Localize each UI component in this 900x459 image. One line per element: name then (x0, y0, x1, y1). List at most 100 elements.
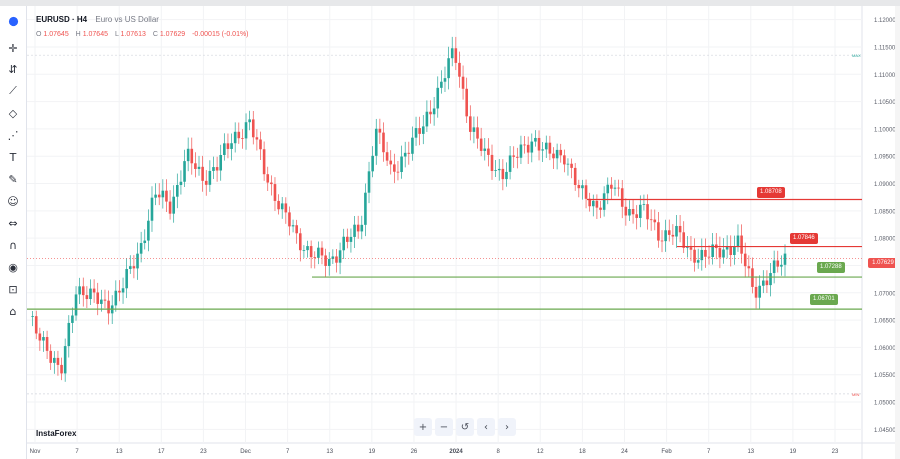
candle-body (584, 185, 588, 199)
ruler-icon[interactable]: ⇔ (8, 216, 18, 230)
candle-body (458, 62, 461, 77)
fib-icon[interactable]: ◇ (8, 106, 18, 120)
candle-body (63, 346, 67, 374)
candle-body (114, 290, 118, 306)
x-tick-label: 8 (496, 449, 500, 455)
candle-body (262, 149, 266, 175)
candle-body (367, 171, 371, 193)
candle-body (353, 224, 356, 237)
candle-body (270, 182, 273, 185)
candle-body (251, 119, 255, 138)
candle-body (393, 164, 396, 172)
zoom-in-button[interactable]: + (414, 418, 432, 436)
candle-body (769, 273, 772, 286)
candle-body (139, 243, 143, 254)
candle-body (219, 154, 223, 171)
candle-body (38, 333, 42, 341)
x-tick-label: 19 (368, 449, 375, 455)
emoji-icon[interactable]: ☺ (7, 194, 19, 208)
scroll-left-button[interactable]: ‹ (477, 418, 495, 436)
x-tick-label: 7 (286, 449, 290, 455)
candle-body (118, 290, 121, 293)
reset-button[interactable]: ↺ (456, 418, 474, 436)
vertical-scrollbar[interactable] (895, 6, 900, 459)
candle-body (487, 148, 490, 155)
candle-body (78, 286, 81, 295)
brush-icon[interactable]: ✎ (8, 172, 18, 186)
text-icon[interactable]: T (9, 150, 17, 164)
drawing-toolbar: ✛ ⇵ ⟋ ◇ ⋰ T ✎ ☺ ⇔ ∩ ◉ ⊡ ⌂ (0, 6, 27, 459)
candle-body (450, 48, 454, 59)
x-tick-label: Dec (240, 449, 251, 455)
x-tick-label: 7 (75, 449, 79, 455)
candle-body (563, 155, 566, 165)
candle-body (570, 163, 573, 168)
candle-body (324, 255, 327, 266)
crosshair-icon[interactable]: ✛ (8, 41, 18, 55)
price-chart[interactable]: 1.12000 1.11500 1.11000 1.10500 1.10000 1.095… (27, 6, 900, 459)
candle-body (172, 196, 175, 214)
candle-body (754, 286, 758, 298)
x-tick-label: 7 (707, 449, 711, 455)
candle-body (599, 207, 602, 210)
candle-body (223, 143, 226, 155)
candle-body (461, 76, 465, 89)
candle-body (364, 192, 367, 225)
candle-body (161, 190, 165, 198)
candle-body (183, 161, 186, 182)
candle-body (671, 234, 675, 237)
candle-body (121, 288, 125, 293)
pattern-icon[interactable]: ⋰ (7, 128, 19, 142)
candle-body (548, 142, 552, 154)
scroll-right-button[interactable]: › (498, 418, 516, 436)
candle-body (736, 235, 740, 247)
chart-area[interactable]: 1.12000 1.11500 1.11000 1.10500 1.10000 1.095… (27, 6, 900, 459)
y-tick-label: 1.04500 (874, 428, 896, 434)
x-tick-label: 13 (326, 449, 333, 455)
candle-body (686, 247, 689, 249)
trash-icon[interactable]: ⌂ (9, 304, 17, 318)
candle-body (693, 249, 696, 263)
candle-body (519, 144, 523, 158)
candle-body (429, 111, 432, 115)
candle-body (74, 294, 78, 316)
candle-body (89, 288, 92, 300)
candle-body (588, 198, 591, 207)
y-tick-label: 1.11000 (874, 73, 896, 79)
x-tick-label: 26 (411, 449, 418, 455)
y-tick-label: 1.09500 (874, 155, 896, 161)
candle-body (606, 184, 610, 194)
indicators-icon[interactable]: ⇵ (8, 62, 18, 76)
candle-body (761, 280, 765, 286)
candle-body (85, 295, 89, 300)
candle-body (92, 288, 96, 293)
candle-body (382, 132, 385, 153)
candle-body (45, 337, 49, 351)
ohlc-readout: O 1.07645 H 1.07645 L 1.07613 C 1.07629 … (36, 31, 249, 38)
candle-body (179, 181, 183, 185)
candle-body (733, 246, 736, 255)
y-tick-label: 1.11500 (874, 45, 896, 51)
candle-body (125, 268, 128, 289)
chart-type-icon[interactable] (4, 12, 22, 30)
y-tick-label: 1.05000 (874, 401, 896, 407)
eye-icon[interactable]: ◉ (8, 260, 18, 274)
y-tick-label: 1.05500 (874, 373, 896, 379)
candle-body (60, 364, 63, 374)
symbol-legend: EURUSD · H4 Euro vs US Dollar (36, 15, 159, 24)
candle-body (244, 122, 248, 139)
candle-body (649, 219, 653, 221)
trend-line-icon[interactable]: ⟋ (9, 84, 17, 97)
candle-body (566, 163, 570, 165)
candle-body (617, 187, 620, 189)
zoom-out-button[interactable]: − (435, 418, 453, 436)
lock-icon[interactable]: ⊡ (8, 282, 18, 296)
magnet-icon[interactable]: ∩ (8, 238, 18, 252)
candle-body (197, 166, 201, 169)
candle-body (765, 280, 769, 286)
candle-body (204, 180, 208, 185)
x-tick-label: 23 (832, 449, 839, 455)
candle-body (309, 246, 313, 258)
candle-body (505, 171, 508, 180)
candle-body (476, 127, 479, 139)
